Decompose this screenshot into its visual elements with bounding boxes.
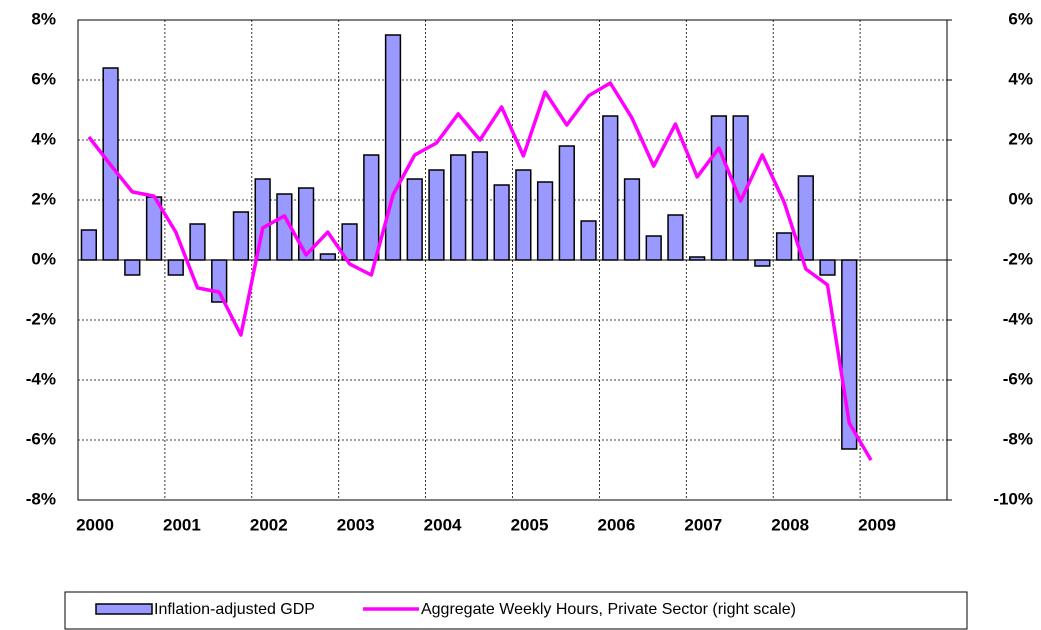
bar [710, 115, 728, 261]
bar [602, 115, 619, 261]
y2-tick-label: -2% [1003, 249, 1033, 268]
bar [536, 181, 554, 261]
bar [384, 34, 402, 261]
y2-tick-label: -8% [1003, 429, 1033, 448]
x-tick-label: 2000 [76, 515, 114, 534]
bar [406, 178, 423, 261]
bar [297, 187, 315, 261]
x-tick-label: 2006 [597, 515, 635, 534]
y-tick-label: 2% [31, 189, 56, 208]
y2-tick-label: 6% [1008, 9, 1033, 28]
bar [341, 223, 358, 261]
y-tick-label: 4% [31, 129, 56, 148]
y2-tick-label: -6% [1003, 369, 1033, 388]
bar [667, 214, 684, 261]
y-tick-label: 8% [31, 9, 56, 28]
bar [645, 235, 662, 261]
bar [797, 175, 814, 261]
bar [428, 169, 445, 261]
bar [232, 211, 250, 261]
bar [754, 259, 771, 267]
bar [450, 154, 467, 261]
x-tick-label: 2004 [424, 515, 462, 534]
y2-tick-label: -4% [1003, 309, 1033, 328]
legend-label: Inflation-adjusted GDP [154, 601, 315, 618]
y-tick-label: 0% [31, 249, 56, 268]
y-tick-label: -8% [26, 489, 56, 508]
legend-swatch [95, 603, 153, 615]
x-tick-label: 2009 [858, 515, 896, 534]
y2-tick-label: 2% [1008, 129, 1033, 148]
bar [319, 253, 336, 261]
y-tick-label: -6% [26, 429, 56, 448]
bar [167, 259, 184, 276]
bar [493, 184, 510, 261]
bar [580, 220, 597, 261]
bar [471, 151, 489, 261]
legend-box [64, 591, 968, 630]
y2-tick-label: -10% [993, 489, 1033, 508]
x-tick-label: 2007 [684, 515, 722, 534]
x-tick-label: 2003 [337, 515, 375, 534]
y-tick-label: 6% [31, 69, 56, 88]
bar [775, 232, 793, 261]
bar [689, 256, 706, 261]
x-tick-label: 2001 [163, 515, 201, 534]
bar [124, 259, 141, 276]
x-tick-label: 2002 [250, 515, 288, 534]
y-tick-label: -4% [26, 369, 56, 388]
bar [623, 178, 641, 261]
bar [819, 259, 836, 276]
legend-label: Aggregate Weekly Hours, Private Sector (… [421, 601, 796, 618]
bar [363, 154, 380, 261]
x-tick-label: 2008 [771, 515, 809, 534]
bar [189, 223, 206, 261]
y2-tick-label: 4% [1008, 69, 1033, 88]
y2-tick-label: 0% [1008, 189, 1033, 208]
bar [80, 229, 97, 261]
line [87, 81, 873, 461]
bar [515, 169, 532, 261]
bar [558, 145, 575, 261]
x-tick-label: 2005 [511, 515, 549, 534]
y-tick-label: -2% [26, 309, 56, 328]
